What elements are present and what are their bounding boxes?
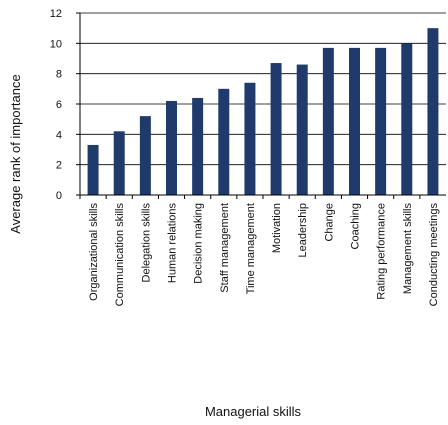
x-tick-label: Decision making	[193, 203, 205, 284]
bar	[218, 88, 230, 195]
bar	[401, 43, 413, 196]
x-tick-label: Time management	[245, 203, 257, 294]
y-tick-label: 2	[56, 160, 62, 172]
bars	[87, 28, 439, 196]
x-tick-label: Coaching	[350, 203, 362, 249]
y-axis-title: Average rank of importance	[8, 74, 23, 233]
x-tick-label: Leadership	[297, 203, 309, 257]
bar	[270, 63, 282, 195]
x-tick-label: Management skills	[402, 203, 414, 295]
y-tick-label: 12	[50, 8, 62, 20]
y-tick-label: 8	[56, 69, 62, 81]
x-tick-label: Motivation	[271, 203, 283, 253]
bar	[166, 100, 177, 195]
bar	[87, 144, 99, 195]
x-tick-label: Human relations	[167, 203, 179, 284]
y-tick-label: 6	[56, 99, 62, 111]
x-tick-labels: Organizational skills Communication skill…	[79, 195, 440, 307]
x-tick-label: Delegation skills	[140, 203, 152, 283]
x-tick-label: Rating performance	[376, 203, 388, 300]
x-tick-label: Change	[323, 203, 335, 242]
bar	[375, 47, 387, 196]
gridlines	[80, 12, 446, 166]
bar	[244, 82, 256, 195]
bar	[322, 47, 334, 196]
y-tick-label: 10	[50, 38, 62, 50]
y-tick-labels: 0 2 4 6 8 10 12	[50, 8, 80, 202]
x-tick-label: Conducting meetings	[428, 203, 440, 307]
bar	[192, 97, 204, 195]
x-tick-label: Staff management	[219, 203, 231, 293]
bar	[349, 47, 360, 196]
bar	[139, 116, 151, 195]
y-tick-label: 4	[56, 129, 62, 141]
bar	[113, 131, 125, 195]
x-axis-title: Managerial skills	[205, 404, 302, 419]
bar	[427, 28, 439, 195]
x-tick-label: Organizational skills	[88, 203, 100, 301]
x-tick-label: Communication skills	[114, 203, 126, 307]
y-tick-label: 0	[56, 190, 62, 202]
bar	[296, 64, 308, 195]
